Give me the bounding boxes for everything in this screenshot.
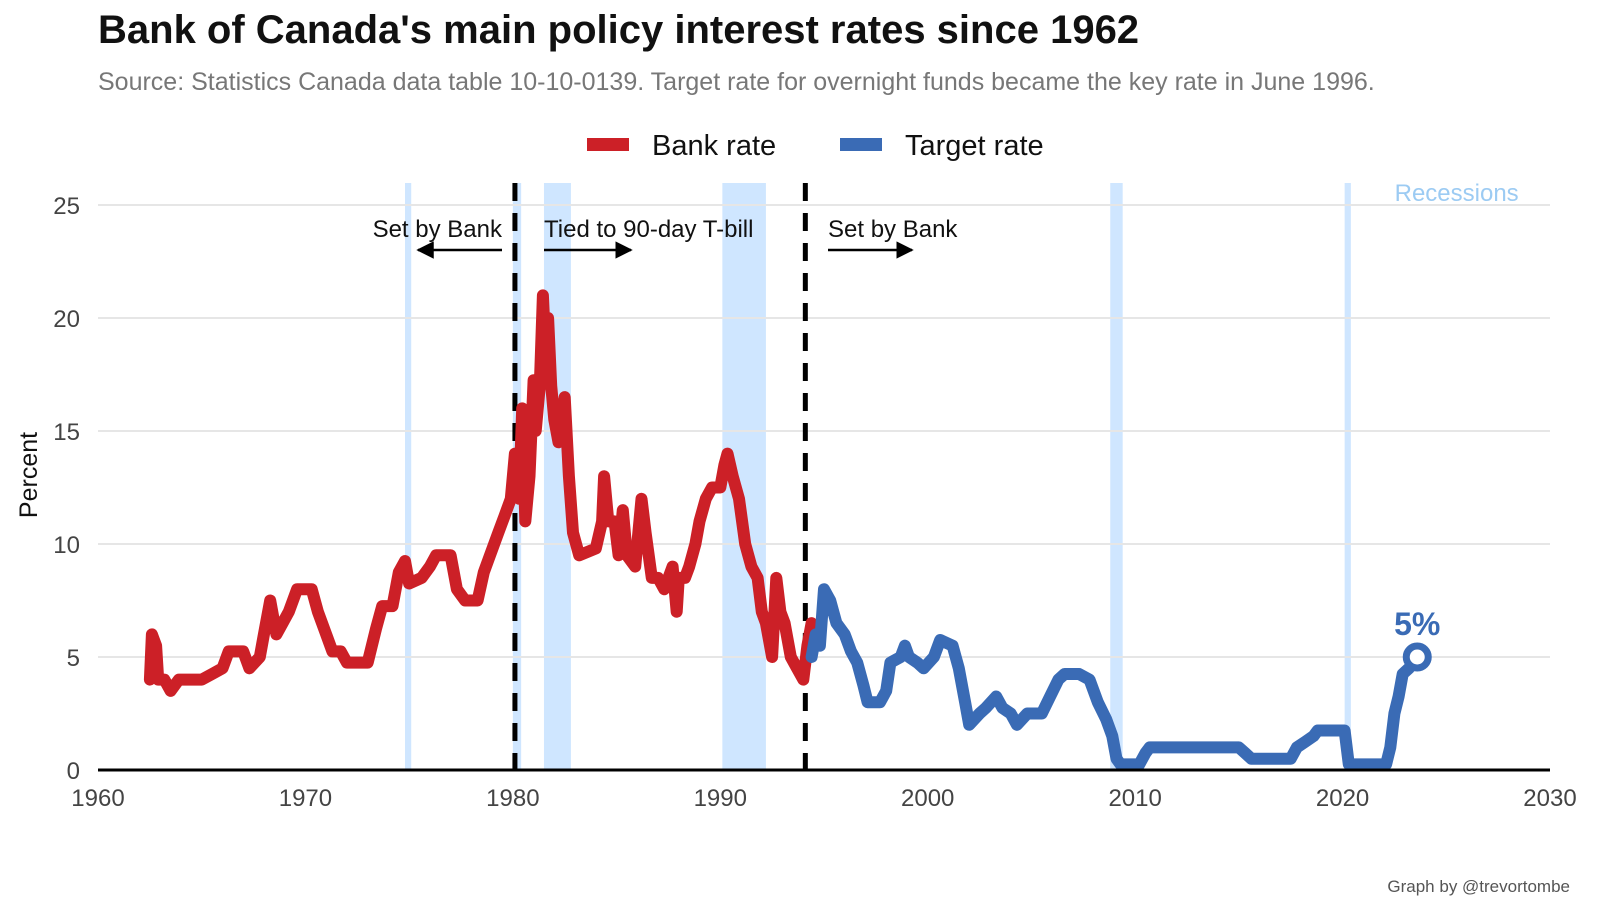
bank-rate-line: [143, 289, 818, 697]
x-tick-label: 2020: [1316, 785, 1369, 812]
recession-band: [1110, 183, 1123, 770]
recessions-label: Recessions: [1395, 180, 1519, 207]
x-tick-label: 2000: [901, 785, 954, 812]
x-tick-label: 2010: [1108, 785, 1161, 812]
legend-swatch-target-rate: [840, 138, 882, 151]
series-lines: 5%: [143, 289, 1440, 771]
y-tick-label: 5: [67, 645, 80, 672]
chart-subtitle: Source: Statistics Canada data table 10-…: [98, 68, 1375, 96]
recession-band: [404, 183, 412, 770]
x-tick-label: 1970: [279, 785, 332, 812]
annotations: Set by Bank Tied to 90-day T-bill Set by B…: [373, 216, 958, 259]
regime-annotation-label: Tied to 90-day T-bill: [544, 216, 753, 243]
y-tick-label: 20: [53, 306, 80, 333]
x-tick-label: 2030: [1523, 785, 1576, 812]
legend-swatch-bank-rate: [587, 138, 629, 151]
x-tick-label: 1980: [486, 785, 539, 812]
y-tick-label: 15: [53, 419, 80, 446]
y-tick-label: 0: [67, 758, 80, 785]
y-axis-title: Percent: [15, 432, 43, 518]
legend: Bank rate Target rate: [587, 130, 1044, 162]
latest-rate-label: 5%: [1394, 606, 1440, 642]
regime-annotation-label: Set by Bank: [373, 216, 503, 243]
x-tick-label: 1990: [694, 785, 747, 812]
target-rate-line: [805, 583, 1424, 771]
graph-credit: Graph by @trevortombe: [1387, 877, 1570, 896]
axes: 1960 1970 1980 1990 2000 2010 2020 2030 0 5 10 15 20…: [53, 193, 1576, 812]
x-tick-label: 1960: [71, 785, 124, 812]
latest-rate-marker: [1402, 642, 1432, 672]
recession-band: [1344, 183, 1351, 770]
y-tick-label: 10: [53, 532, 80, 559]
legend-label-bank-rate: Bank rate: [652, 130, 776, 162]
legend-label-target-rate: Target rate: [905, 130, 1044, 162]
chart-title: Bank of Canada's main policy interest ra…: [98, 8, 1140, 52]
regime-annotation-label: Set by Bank: [828, 216, 958, 243]
y-tick-label: 25: [53, 193, 80, 220]
